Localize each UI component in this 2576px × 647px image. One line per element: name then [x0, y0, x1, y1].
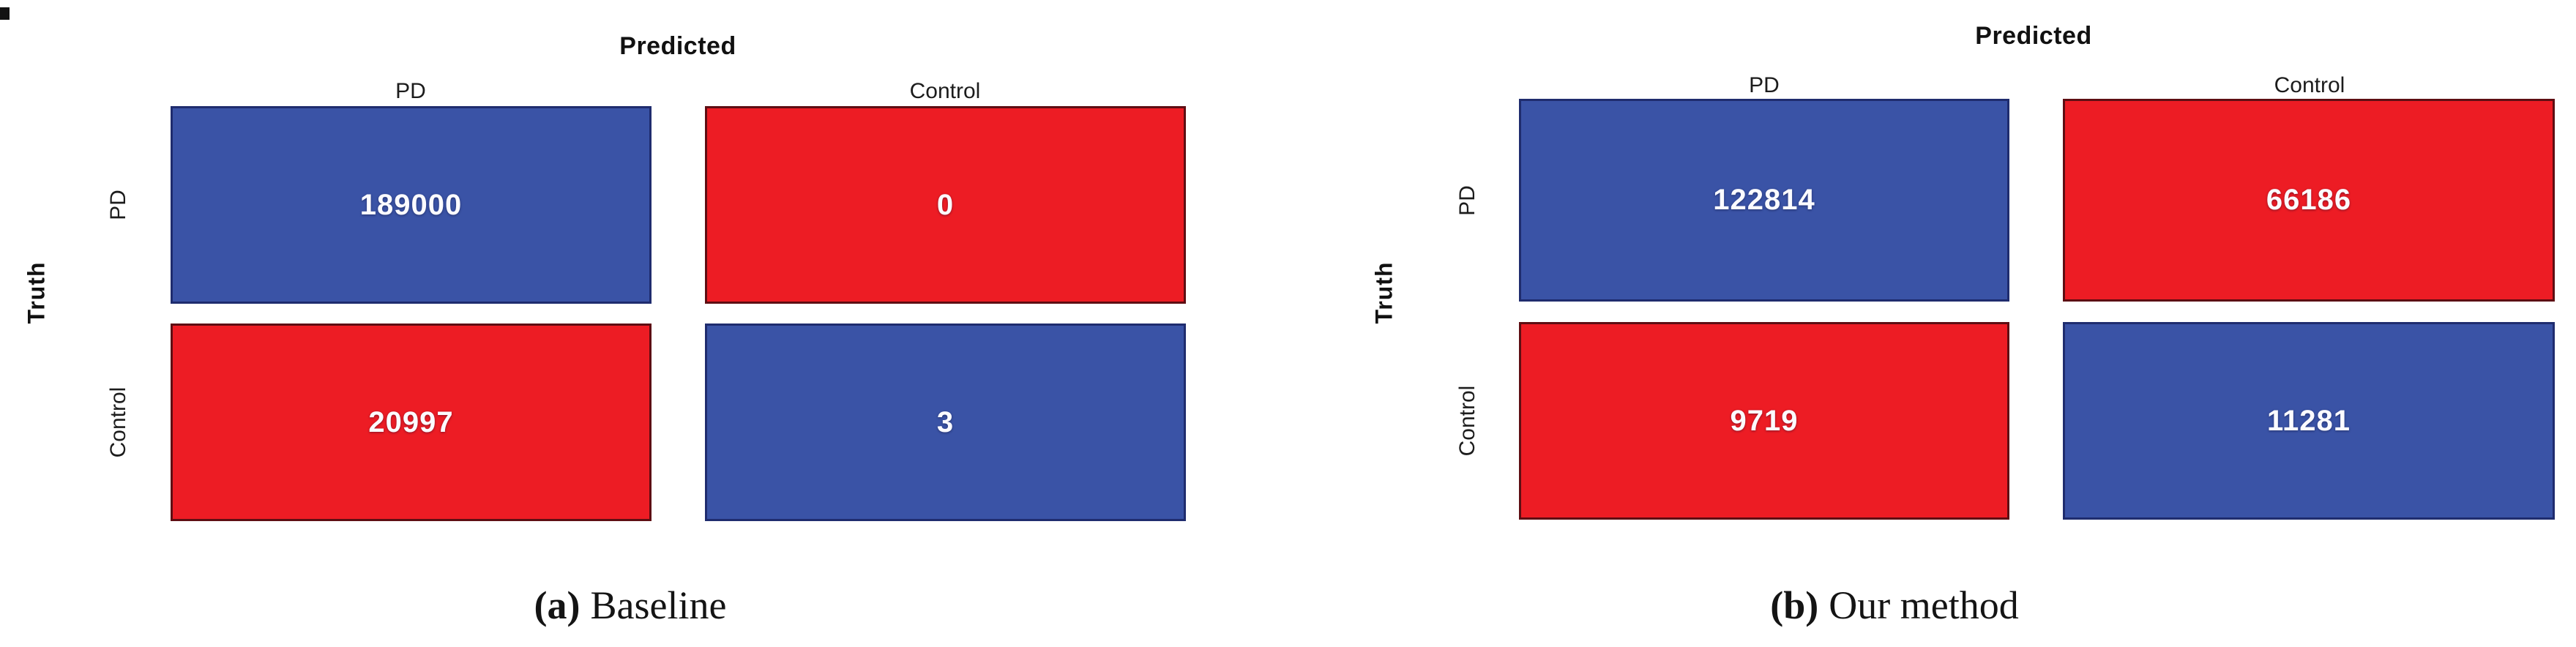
- panel-baseline: Predicted Truth PD Control PD Control 18…: [23, 32, 1186, 628]
- col-label-pd: PD: [395, 79, 426, 103]
- cell-truth-pd-pred-control: 66186: [2063, 99, 2555, 302]
- cell-value: 3: [936, 405, 955, 438]
- caption-text: Baseline: [590, 583, 727, 627]
- col-label-control: Control: [909, 79, 981, 103]
- cell-value: 11281: [2266, 404, 2351, 437]
- cell-value: 20997: [368, 405, 454, 438]
- row-label-control: Control: [1455, 385, 1479, 457]
- panel-our-method: Predicted Truth PD Control PD Control 12…: [1288, 0, 2576, 647]
- cell-truth-control-pred-control: 3: [705, 324, 1186, 521]
- cell-truth-control-pred-pd: 9719: [1519, 322, 2009, 520]
- axis-title-predicted: Predicted: [619, 32, 736, 60]
- row-label-control: Control: [106, 386, 130, 458]
- cell-value: 0: [936, 188, 955, 221]
- caption-our-method: (b) Our method: [1770, 583, 2018, 628]
- cell-value: 189000: [359, 188, 463, 221]
- cell-truth-pd-pred-control: 0: [705, 106, 1186, 304]
- cell-truth-control-pred-pd: 20997: [171, 324, 652, 521]
- caption-text: Our method: [1829, 583, 2019, 627]
- cell-value: 122814: [1713, 184, 1815, 216]
- cell-truth-pd-pred-pd: 122814: [1519, 99, 2009, 302]
- row-label-pd: PD: [106, 190, 130, 220]
- axis-title-truth: Truth: [23, 261, 50, 324]
- caption-label: (a): [534, 583, 580, 627]
- scan-artifact-mark: [0, 7, 10, 20]
- cell-value: 9719: [1730, 404, 1799, 437]
- cell-value: 66186: [2266, 184, 2352, 216]
- col-label-control: Control: [2274, 73, 2345, 97]
- cell-truth-control-pred-control: 11281: [2063, 322, 2555, 520]
- axis-title-truth: Truth: [1370, 261, 1397, 324]
- axis-title-predicted: Predicted: [1975, 22, 2092, 50]
- caption-baseline: (a) Baseline: [534, 583, 727, 628]
- row-label-pd: PD: [1455, 185, 1479, 216]
- cell-truth-pd-pred-pd: 189000: [171, 106, 652, 304]
- col-label-pd: PD: [1749, 73, 1780, 97]
- caption-label: (b): [1770, 583, 1819, 627]
